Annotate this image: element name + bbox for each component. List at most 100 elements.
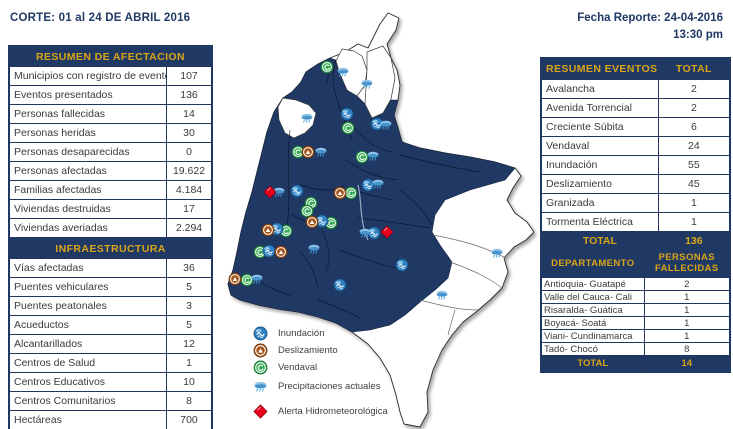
afectacion-row-label: Personas afectadas: [8, 161, 168, 181]
table-row: Centros de Salud 1: [8, 353, 213, 373]
table-row: Alcantarillados 12: [8, 334, 213, 354]
afectacion-row-label: Municipios con registro de evento: [8, 66, 168, 86]
map-marker-inundacion-icon: [367, 226, 381, 240]
afectacion-row-value: 2.294: [166, 218, 213, 239]
map-legend: Inundación Deslizamiento Vendaval Precipita…: [252, 326, 388, 421]
table-row: Personas desaparecidas 0: [8, 142, 213, 162]
dept-magdalena: [335, 48, 368, 97]
table-row: Centros Educativos 10: [8, 372, 213, 392]
map-marker-precipitaciones-icon: [367, 151, 379, 161]
afectacion-row-label: Personas heridas: [8, 123, 168, 143]
eastern-borders: [419, 234, 507, 336]
legend-item-deslizamiento: Deslizamiento: [252, 343, 388, 357]
eventos-row-label: Tormenta Eléctrica: [540, 212, 659, 232]
legend-label: Alerta Hidrometeorológica: [278, 405, 388, 417]
map-marker-inundacion-icon: [290, 184, 304, 198]
afectacion-row-label: Viviendas averiadas: [8, 218, 168, 239]
afectacion-row-value: 107: [166, 66, 213, 86]
map-marker-precipitaciones-icon: [361, 79, 373, 89]
precipitaciones-icon: [254, 381, 267, 392]
infraestructura-row-value: 5: [166, 315, 213, 335]
infraestructura-row-value: 12: [166, 334, 213, 354]
departamento-row-value: 1: [643, 316, 731, 330]
map-marker-precipitaciones-icon: [436, 290, 448, 300]
infraestructura-row-value: 1: [166, 353, 213, 373]
infraestructura-table-title: INFRAESTRUCTURA: [8, 237, 213, 259]
report-date: Fecha Reporte: 24-04-2016 13:30 pm: [577, 10, 723, 43]
afectacion-row-label: Viviendas destruidas: [8, 199, 168, 219]
afectacion-row-label: Familias afectadas: [8, 180, 168, 200]
map-marker-vendaval-icon: [240, 273, 254, 287]
eventos-row-value: 2: [657, 98, 731, 118]
infraestructura-row-label: Centros de Salud: [8, 353, 168, 373]
eventos-row-label: Avenida Torrencial: [540, 98, 659, 118]
eventos-row-label: Avalancha: [540, 79, 659, 99]
legend-item-alerta: Alerta Hidrometeorológica: [252, 404, 388, 418]
table-row: Personas fallecidas 14: [8, 104, 213, 124]
eventos-total-value: 136: [657, 231, 731, 252]
legend-item-inundacion: Inundación: [252, 326, 388, 340]
eventos-row-label: Vendaval: [540, 136, 659, 156]
map-marker-inundacion-icon: [333, 278, 347, 292]
map-marker-inundacion-icon: [340, 107, 354, 121]
table-row: Hectáreas 700: [8, 410, 213, 429]
table-row: Viviendas averiadas 2.294: [8, 218, 213, 239]
map-marker-deslizamiento-icon: [301, 145, 315, 159]
magdalena-river: [357, 184, 369, 241]
table-row: Antioquia- Guatapé 2: [540, 277, 731, 291]
report-date-line2: 13:30 pm: [673, 28, 723, 41]
map-marker-precipitaciones-icon: [372, 179, 384, 189]
departamento-row-label: Antioquia- Guatapé: [540, 277, 645, 291]
infraestructura-row-value: 36: [166, 258, 213, 278]
afectacion-row-value: 0: [166, 142, 213, 162]
report-period-title: CORTE: 01 al 24 DE ABRIL 2016: [10, 12, 191, 24]
map-marker-precipitaciones-icon: [315, 147, 327, 157]
table-row: Creciente Súbita 6: [540, 117, 731, 137]
table-row: Personas heridas 30: [8, 123, 213, 143]
table-row: Vendaval 24: [540, 136, 731, 156]
table-row: Tadó- Chocó 8: [540, 342, 731, 356]
afectacion-row-value: 136: [166, 85, 213, 105]
map-marker-inundacion-icon: [395, 258, 409, 272]
map-marker-deslizamiento-icon: [333, 186, 347, 200]
table-row: Acueductos 5: [8, 315, 213, 335]
table-row: Municipios con registro de evento 107: [8, 66, 213, 86]
departamento-row-value: 1: [643, 329, 731, 343]
table-row: Centros Comunitarios 8: [8, 391, 213, 411]
map-marker-vendaval-icon: [355, 150, 369, 164]
departamentos-total-value: 14: [643, 355, 731, 373]
table-row: Risaralda- Guática 1: [540, 303, 731, 317]
table-row: Avalancha 2: [540, 79, 731, 99]
infraestructura-row-label: Alcantarillados: [8, 334, 168, 354]
afectacion-row-label: Personas fallecidas: [8, 104, 168, 124]
map-marker-precipitaciones-icon: [359, 228, 371, 238]
legend-label: Inundación: [278, 327, 325, 339]
infraestructura-row-label: Centros Comunitarios: [8, 391, 168, 411]
map-marker-vendaval-icon: [320, 60, 334, 74]
map-marker-deslizamiento-icon: [274, 245, 288, 259]
departamento-row-label: Valle del Cauca- Cali: [540, 290, 645, 304]
afectacion-row-value: 19.622: [166, 161, 213, 181]
eventos-row-label: Deslizamiento: [540, 174, 659, 194]
eventos-row-value: 2: [657, 79, 731, 99]
map-marker-alerta-icon: [263, 185, 277, 199]
dept-cordoba: [277, 97, 317, 139]
map-marker-inundacion-icon: [361, 178, 375, 192]
table-row: Granizada 1: [540, 193, 731, 213]
departamentos-header: DEPARTAMENTO: [540, 249, 645, 278]
legend-label: Deslizamiento: [278, 344, 338, 356]
afectacion-table: RESUMEN DE AFECTACION Municipios con reg…: [8, 45, 213, 239]
infraestructura-row-value: 8: [166, 391, 213, 411]
map-marker-vendaval-icon: [341, 121, 355, 135]
eventos-row-value: 55: [657, 155, 731, 175]
departamentos-total-row: TOTAL 14: [540, 355, 731, 373]
eventos-row-label: Creciente Súbita: [540, 117, 659, 137]
map-marker-inundacion-icon: [315, 214, 329, 228]
departamento-row-value: 2: [643, 277, 731, 291]
map-marker-deslizamiento-icon: [228, 272, 242, 286]
infraestructura-row-label: Hectáreas: [8, 410, 168, 429]
map-markers: [228, 60, 503, 300]
afectacion-row-value: 14: [166, 104, 213, 124]
infraestructura-row-label: Vías afectadas: [8, 258, 168, 278]
